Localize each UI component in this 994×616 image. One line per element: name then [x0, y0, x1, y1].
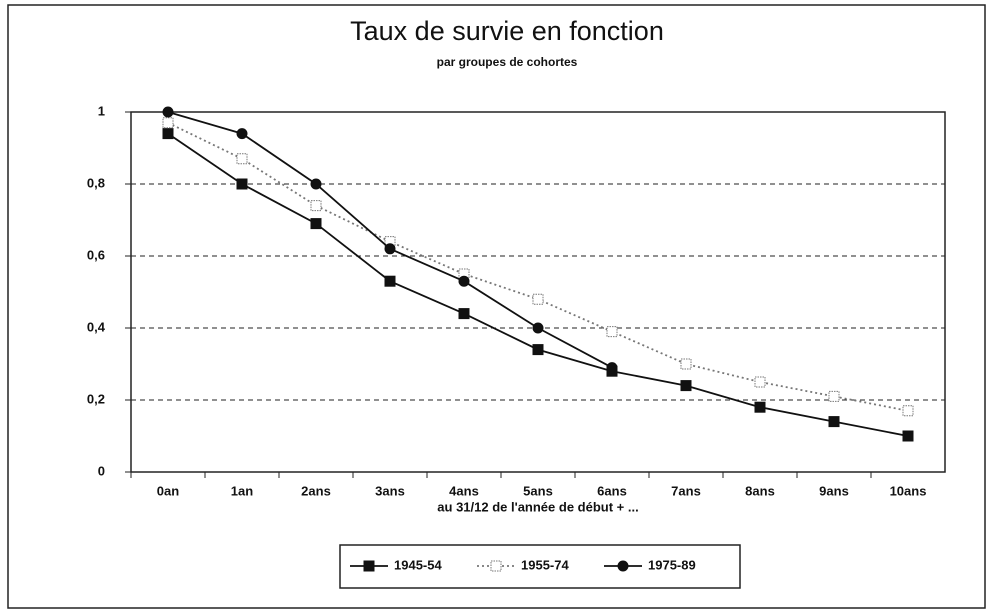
x-tick-label: 10ans [890, 483, 927, 498]
legend-label: 1975-89 [648, 557, 696, 572]
data-point [310, 178, 322, 190]
x-tick-label: 0an [157, 483, 179, 498]
chart-subtitle: par groupes de cohortes [437, 55, 578, 69]
data-point [384, 243, 396, 255]
data-point [754, 401, 766, 413]
legend-marker [617, 560, 629, 572]
data-point [532, 293, 544, 305]
legend-marker [363, 560, 375, 572]
y-tick-label: 0,6 [87, 247, 105, 262]
data-point [236, 153, 248, 165]
x-tick-label: 2ans [301, 483, 331, 498]
y-tick-label: 0,8 [87, 175, 105, 190]
data-point [458, 275, 470, 287]
series-line [167, 121, 909, 412]
x-tick-label: 7ans [671, 483, 701, 498]
series-line [167, 132, 909, 437]
data-point [162, 128, 174, 140]
y-tick-label: 0,2 [87, 391, 105, 406]
x-tick-label: 8ans [745, 483, 775, 498]
legend [339, 544, 741, 589]
data-point [828, 416, 840, 428]
chart-frame [7, 4, 986, 609]
data-point [310, 200, 322, 212]
x-tick-label: 1an [231, 483, 253, 498]
legend-label: 1945-54 [394, 557, 442, 572]
data-point [384, 275, 396, 287]
legend-label: 1955-74 [521, 557, 569, 572]
x-tick-label: 4ans [449, 483, 479, 498]
legend-marker [490, 560, 502, 572]
y-tick-label: 0,4 [87, 319, 106, 334]
x-tick-label: 3ans [375, 483, 405, 498]
x-tick-label: 6ans [597, 483, 627, 498]
data-point [680, 358, 692, 370]
data-point [828, 390, 840, 402]
data-point [532, 344, 544, 356]
data-point [236, 128, 248, 140]
y-tick-label: 0 [98, 463, 105, 478]
data-point [310, 218, 322, 230]
data-point [606, 362, 618, 374]
data-point [532, 322, 544, 334]
data-point [754, 376, 766, 388]
data-point [902, 430, 914, 442]
data-point [236, 178, 248, 190]
x-axis-label: au 31/12 de l'année de début + ... [437, 499, 638, 514]
x-tick-label: 9ans [819, 483, 849, 498]
data-point [680, 380, 692, 392]
data-point [606, 326, 618, 338]
y-tick-label: 1 [98, 103, 105, 118]
data-point [162, 117, 174, 129]
data-point [162, 106, 174, 118]
x-tick-label: 5ans [523, 483, 553, 498]
data-point [458, 308, 470, 320]
chart-title: Taux de survie en fonction [350, 16, 664, 46]
data-point [902, 405, 914, 417]
plot-area [130, 111, 946, 473]
